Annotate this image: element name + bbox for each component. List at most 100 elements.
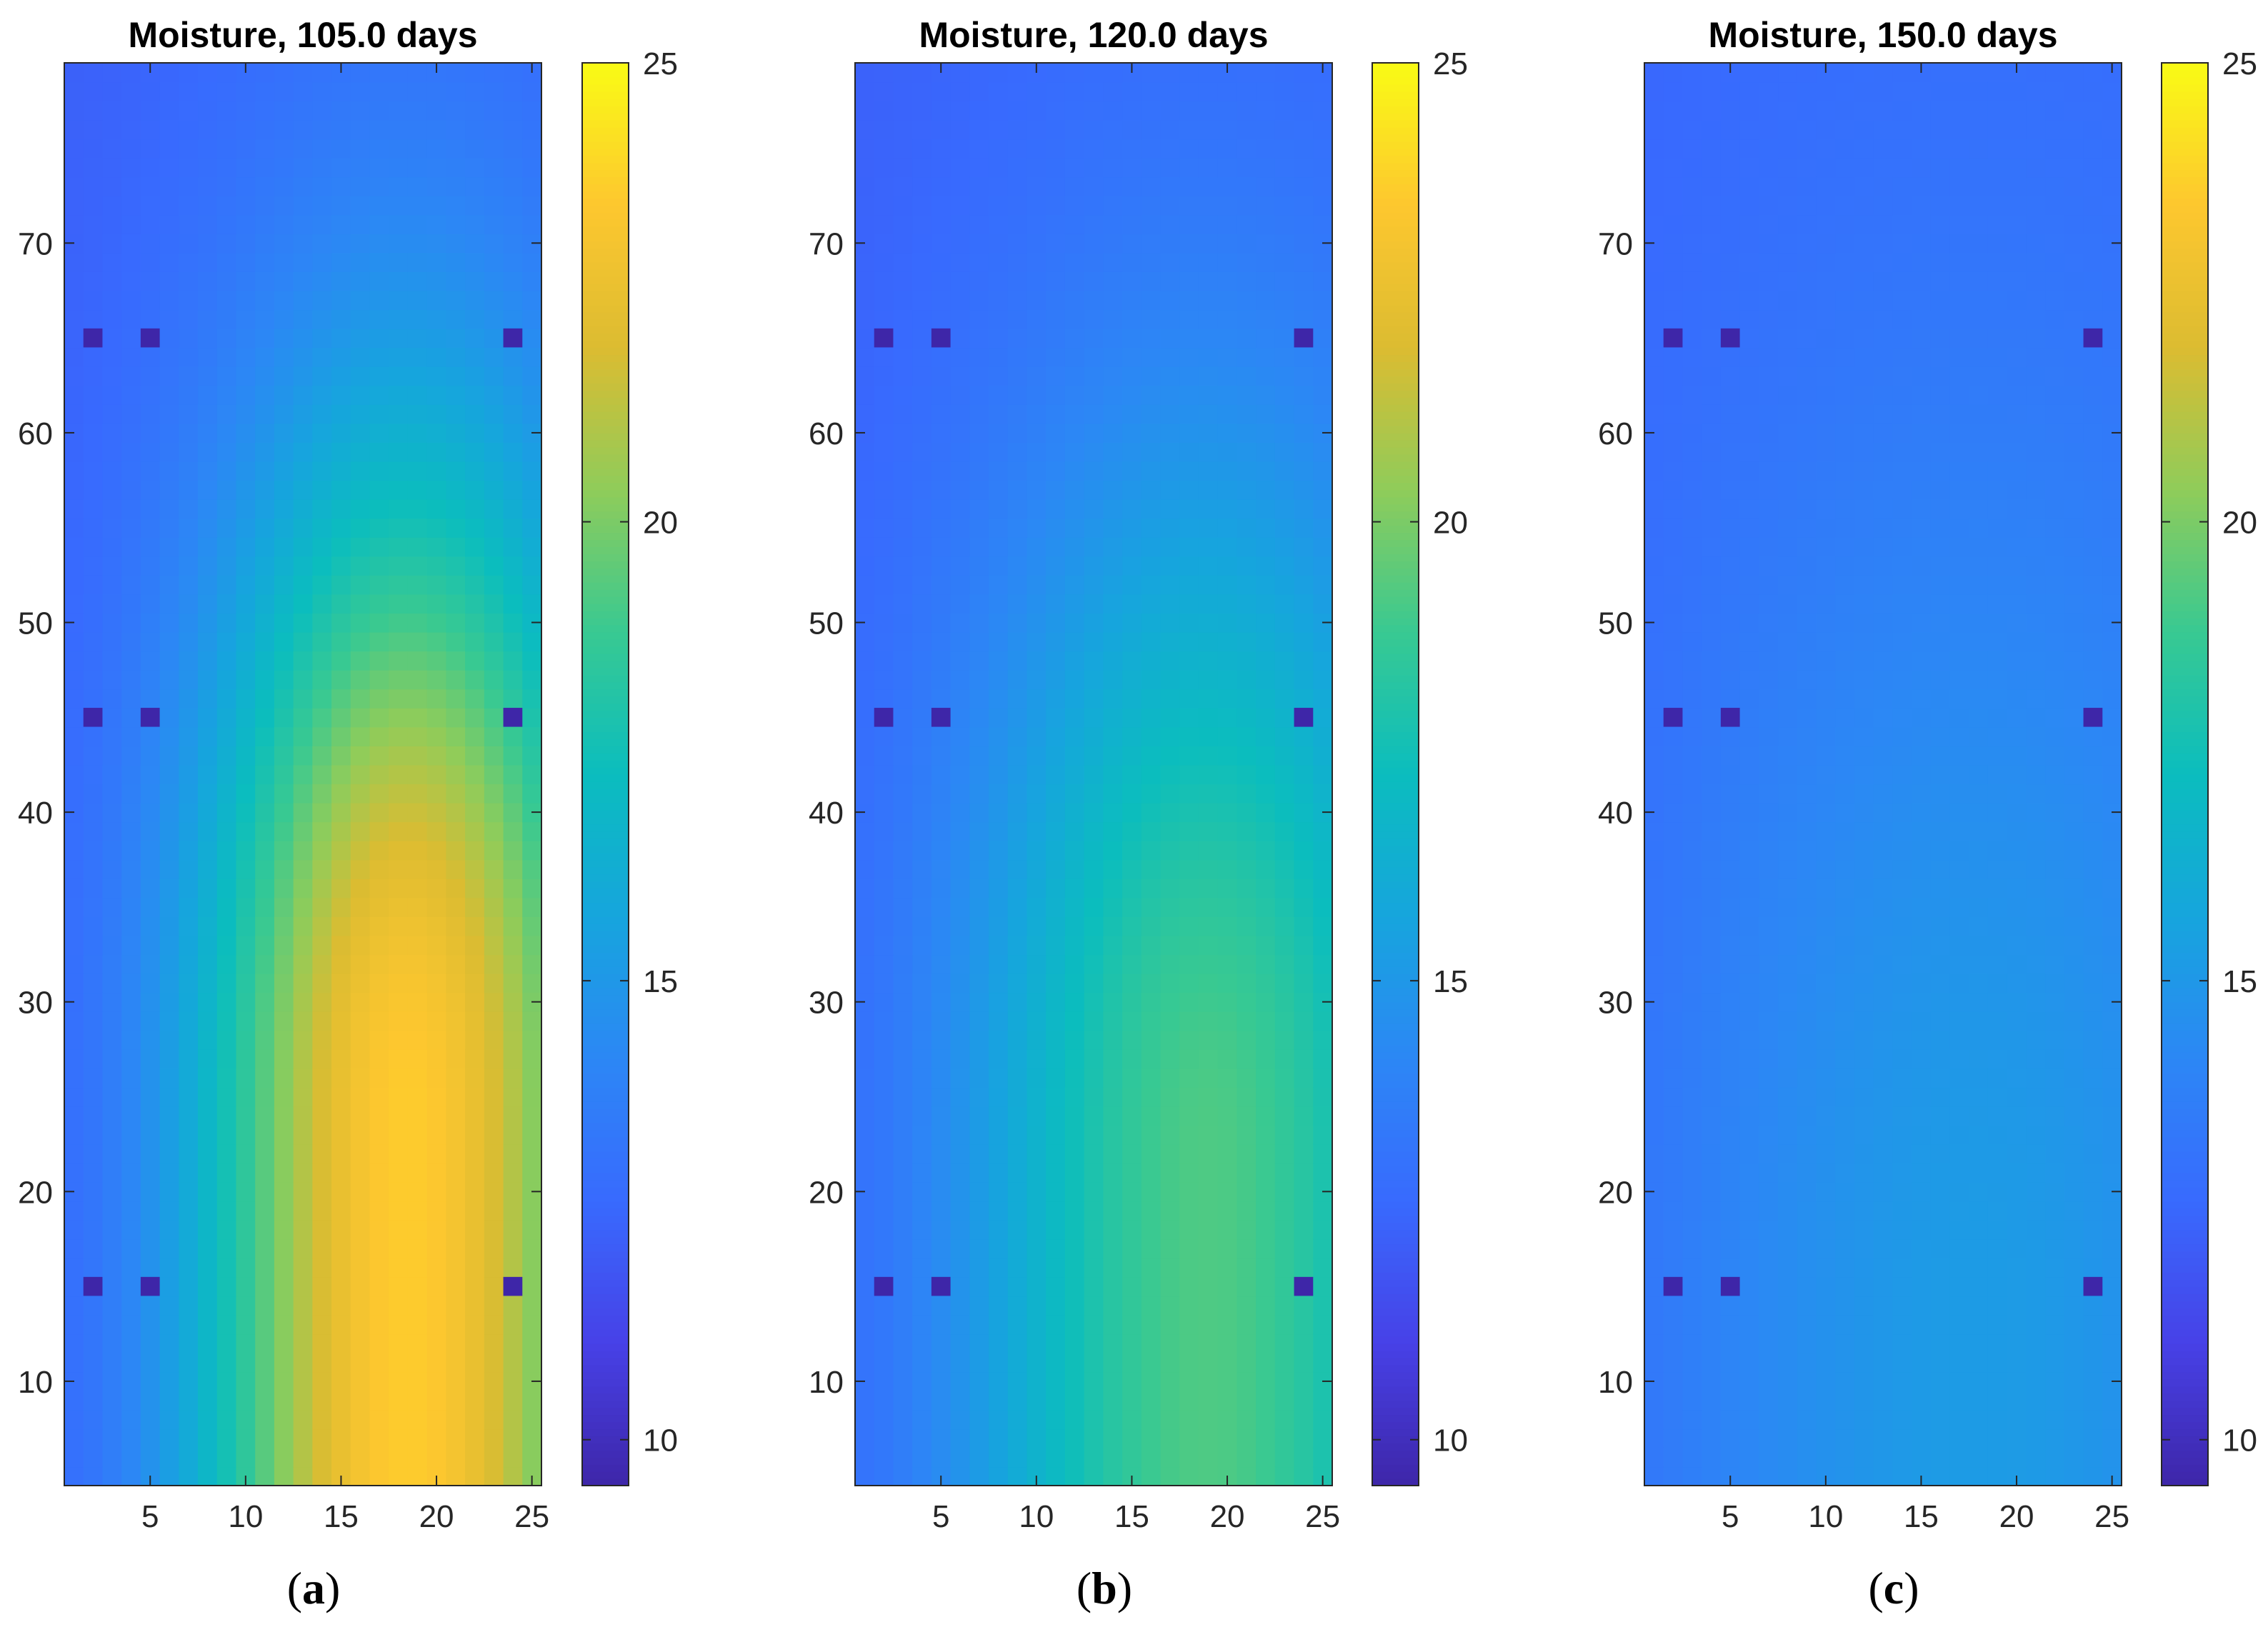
heatmap-cell: [255, 101, 275, 121]
heatmap-cell: [236, 1296, 256, 1316]
heatmap-cell: [465, 726, 485, 746]
heatmap-cell: [1026, 1220, 1046, 1240]
heatmap-cell: [989, 1143, 1009, 1164]
heatmap-cell: [484, 764, 504, 785]
heatmap-cell: [198, 234, 218, 254]
heatmap-cell: [1026, 669, 1046, 690]
heatmap-cell: [1294, 1125, 1314, 1145]
heatmap-cell: [1046, 1428, 1066, 1448]
heatmap-cell: [1778, 1238, 1798, 1259]
heatmap-cell: [255, 480, 275, 500]
heatmap-cell: [1103, 328, 1123, 349]
heatmap-cell: [1759, 784, 1779, 804]
heatmap-cell: [1026, 1428, 1046, 1448]
heatmap-cell: [969, 1447, 989, 1468]
heatmap-cell: [1759, 63, 1779, 83]
heatmap-cell: [255, 613, 275, 633]
heatmap-cell: [950, 139, 971, 159]
heatmap-cell: [1103, 518, 1123, 538]
heatmap-cell: [1663, 1030, 1684, 1050]
heatmap-cell: [1046, 1238, 1066, 1259]
heatmap-cell: [1256, 499, 1276, 519]
heatmap-cell: [931, 973, 951, 993]
colorbar-step: [582, 753, 629, 761]
heatmap-cell: [1294, 556, 1314, 576]
heatmap-cell: [1759, 499, 1779, 519]
heatmap-cell: [969, 404, 989, 424]
heatmap-cell: [312, 309, 332, 329]
heatmap-cell: [1682, 669, 1702, 690]
heatmap-cell: [1198, 1258, 1219, 1278]
heatmap-cell: [102, 746, 122, 766]
heatmap-cell: [931, 176, 951, 196]
heatmap-cell: [465, 1220, 485, 1240]
heatmap-cell: [236, 328, 256, 349]
heatmap-cell: [1759, 935, 1779, 956]
heatmap-cell: [1217, 1087, 1238, 1107]
heatmap-cell: [1026, 556, 1046, 576]
heatmap-cell: [893, 366, 913, 386]
heatmap-cell: [140, 1087, 161, 1107]
heatmap-cell: [1682, 385, 1702, 405]
heatmap-cell: [1702, 1106, 1722, 1126]
heatmap-cell: [950, 518, 971, 538]
heatmap-cell: [1644, 461, 1664, 481]
heatmap-cell: [989, 631, 1009, 652]
heatmap-cell: [1256, 784, 1276, 804]
heatmap-cell: [216, 328, 237, 349]
heatmap-cell: [1084, 613, 1104, 633]
heatmap-cell: [389, 290, 409, 311]
heatmap-cell: [969, 594, 989, 614]
heatmap-cell: [1237, 784, 1257, 804]
heatmap-cell: [83, 726, 104, 746]
heatmap-cell: [102, 499, 122, 519]
heatmap-cell: [1797, 1143, 1817, 1164]
heatmap-cell: [1046, 669, 1066, 690]
heatmap-cell: [350, 840, 371, 861]
heatmap-cell: [465, 195, 485, 216]
heatmap-cell: [426, 575, 447, 595]
heatmap-cell: [503, 821, 524, 841]
heatmap-cell: [369, 878, 390, 898]
heatmap-cell: [969, 290, 989, 311]
heatmap-cell: [426, 537, 447, 557]
heatmap-cell: [1084, 442, 1104, 462]
heatmap-cell: [1274, 271, 1295, 291]
colorbar-step: [1372, 489, 1419, 498]
heatmap-cell: [407, 1238, 428, 1259]
heatmap-cell: [1064, 1143, 1085, 1164]
heatmap-cell: [1217, 973, 1238, 993]
heatmap-cell: [293, 347, 314, 367]
heatmap-cell: [1007, 157, 1028, 178]
heatmap-cell: [465, 1143, 485, 1164]
sensor-marker: [140, 708, 160, 727]
heatmap-cell: [1274, 689, 1295, 709]
heatmap-cell: [1160, 1011, 1181, 1031]
heatmap-cell: [83, 1220, 104, 1240]
heatmap-cell: [912, 1049, 932, 1069]
heatmap-cell: [1217, 689, 1238, 709]
heatmap-cell: [216, 726, 237, 746]
heatmap-cell: [216, 423, 237, 443]
heatmap-cell: [522, 897, 542, 917]
heatmap-cell: [350, 366, 371, 386]
colorbar-step: [582, 731, 629, 739]
heatmap-cell: [83, 1258, 104, 1278]
heatmap-cell: [855, 651, 875, 671]
heatmap-cell: [446, 309, 466, 329]
colorbar-step: [582, 888, 629, 896]
heatmap-cell: [179, 556, 199, 576]
heatmap-cell: [1026, 1030, 1046, 1050]
heatmap-cell: [484, 1049, 504, 1069]
heatmap-cell: [1644, 214, 1664, 234]
heatmap-cell: [1274, 631, 1295, 652]
colorbar-step: [1372, 1478, 1419, 1486]
heatmap-cell: [1644, 1409, 1664, 1430]
heatmap-cell: [484, 195, 504, 216]
heatmap-cell: [931, 404, 951, 424]
heatmap-cell: [1702, 157, 1722, 178]
heatmap-cell: [198, 556, 218, 576]
heatmap-cell: [312, 480, 332, 500]
heatmap-cell: [140, 195, 161, 216]
heatmap-cell: [1759, 1106, 1779, 1126]
